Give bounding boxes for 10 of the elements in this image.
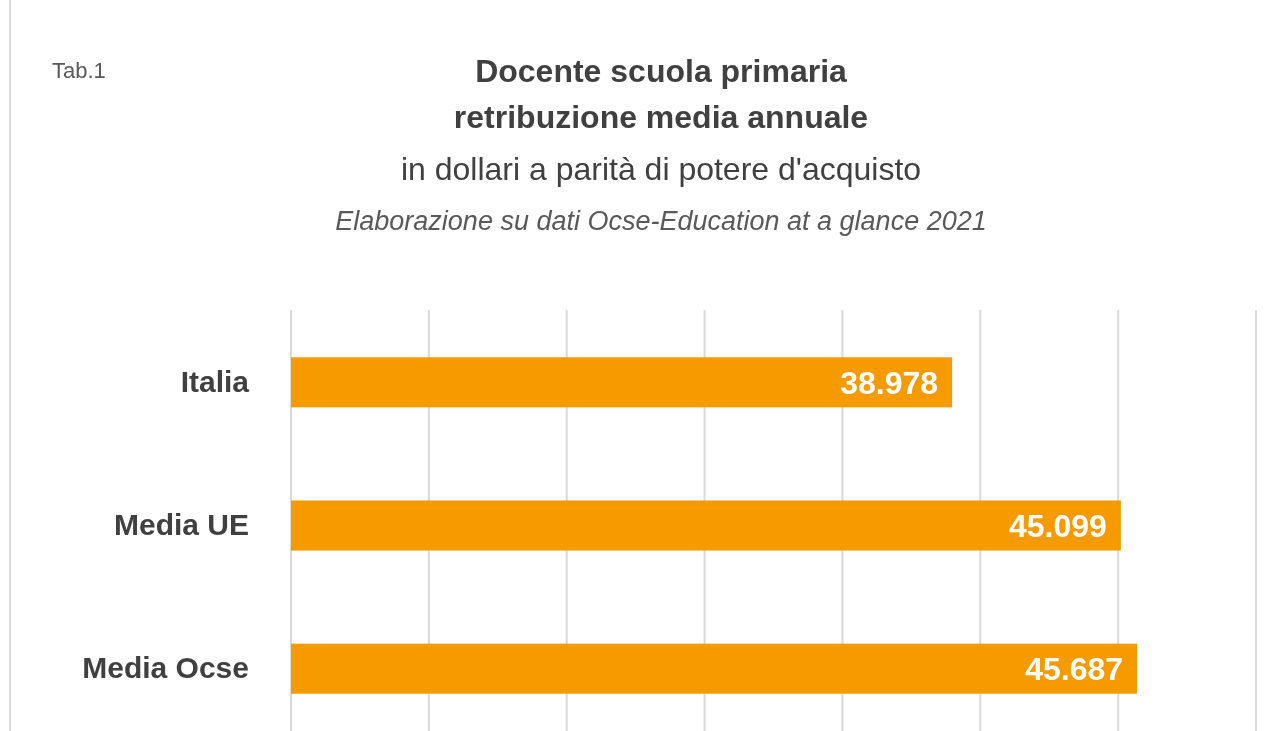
caption: Tab.1 <box>52 58 106 83</box>
y-tick-label: Media Ocse <box>82 651 249 685</box>
y-tick-label: Media UE <box>113 508 249 542</box>
data-label: 45.687 <box>1025 651 1124 688</box>
chart-subtitle: in dollari a parità di potere d'acquisto <box>400 151 922 187</box>
data-label: 38.978 <box>840 364 939 401</box>
chart-title: Docente scuola primaria retribuzione media annuale <box>453 53 869 135</box>
data-label: 45.099 <box>1009 508 1107 545</box>
y-tick-label: Italia <box>180 364 250 398</box>
text: Elaborazione su dati Ocse-Education at a glance 2021 <box>335 206 987 236</box>
